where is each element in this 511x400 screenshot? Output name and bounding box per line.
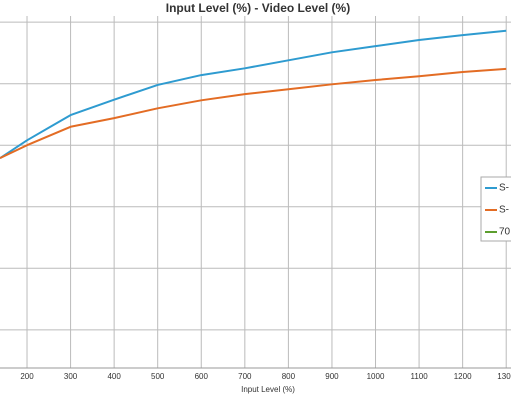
chart-title: Input Level (%) - Video Level (%) — [166, 1, 350, 15]
legend: S- S- 70 — [480, 176, 511, 242]
x-tick-label: 400 — [107, 372, 121, 381]
x-tick-label: 200 — [20, 372, 34, 381]
series-line — [0, 29, 507, 159]
x-tick-label: 700 — [238, 372, 252, 381]
x-tick-label: 500 — [151, 372, 165, 381]
x-axis-label: Input Level (%) — [241, 385, 295, 394]
series-line — [0, 67, 507, 160]
x-tick-label: 1300 — [497, 372, 511, 381]
legend-label: S- — [499, 183, 509, 194]
x-tick-label: 300 — [64, 372, 78, 381]
x-tick-label: 1000 — [367, 372, 385, 381]
legend-label: S- — [499, 205, 509, 216]
x-tick-label: 800 — [282, 372, 296, 381]
x-tick-label: 1200 — [454, 372, 472, 381]
lines — [0, 29, 507, 160]
legend-label: 70 — [499, 227, 511, 238]
x-tick-label: 900 — [325, 372, 339, 381]
x-tick-label: 1100 — [410, 372, 428, 381]
x-tick-label: 600 — [195, 372, 209, 381]
